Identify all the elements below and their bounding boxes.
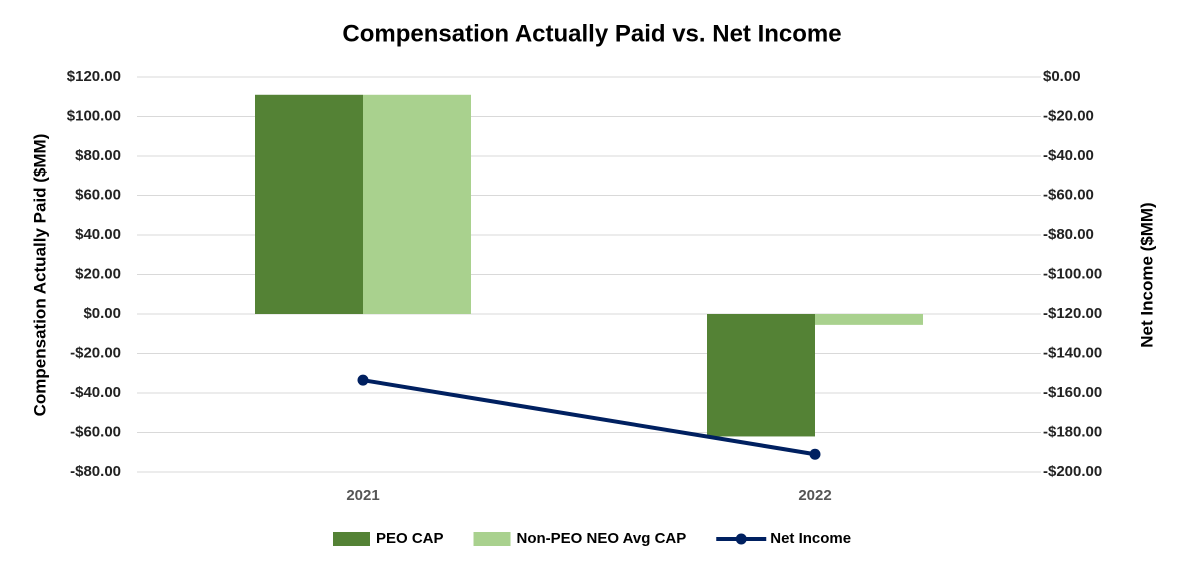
y-tick-label: -$60.00 [70, 423, 121, 440]
y-tick-label: -$80.00 [70, 463, 121, 480]
legend-label: Net Income [770, 530, 851, 547]
legend-marker [735, 533, 747, 545]
y-tick-label: $20.00 [75, 265, 121, 282]
chart-title: Compensation Actually Paid vs. Net Incom… [342, 20, 841, 47]
x-tick-label: 2021 [346, 487, 379, 504]
legend-marker [473, 532, 511, 546]
y-tick-label: -$40.00 [70, 384, 121, 401]
y2-tick-label: -$20.00 [1043, 107, 1094, 124]
legend-marker [333, 532, 370, 546]
legend-label: Non-PEO NEO Avg CAP [517, 530, 687, 547]
y2-tick-label: -$80.00 [1043, 226, 1094, 243]
y-tick-label: $40.00 [75, 226, 121, 243]
bar [255, 94, 363, 315]
legend-label: PEO CAP [376, 530, 444, 547]
point [357, 374, 369, 386]
y-tick-label: -$20.00 [70, 344, 121, 361]
bar [707, 314, 815, 437]
y-tick-label: $100.00 [67, 107, 121, 124]
y2-tick-label: -$160.00 [1043, 384, 1102, 401]
y2-tick-label: -$180.00 [1043, 423, 1102, 440]
y2-tick-label: -$140.00 [1043, 344, 1102, 361]
point [809, 448, 821, 460]
x-tick-label: 2022 [798, 487, 831, 504]
y-tick-label: $60.00 [75, 186, 121, 203]
y2-tick-label: -$60.00 [1043, 186, 1094, 203]
y2-tick-label: $0.00 [1043, 68, 1081, 85]
y-tick-label: $0.00 [83, 305, 121, 322]
y-axis-title: Compensation Actually Paid ($MM) [30, 134, 49, 417]
y2-tick-label: -$100.00 [1043, 265, 1102, 282]
y-tick-label: $120.00 [67, 68, 121, 85]
bar [815, 314, 923, 325]
y2-tick-label: -$200.00 [1043, 463, 1102, 480]
line [362, 378, 816, 457]
y2-tick-label: -$40.00 [1043, 147, 1094, 164]
y2-tick-label: -$120.00 [1043, 305, 1102, 322]
y-tick-label: $80.00 [75, 147, 121, 164]
y2-axis-title: Net Income ($MM) [1137, 202, 1156, 347]
bar [363, 94, 471, 315]
